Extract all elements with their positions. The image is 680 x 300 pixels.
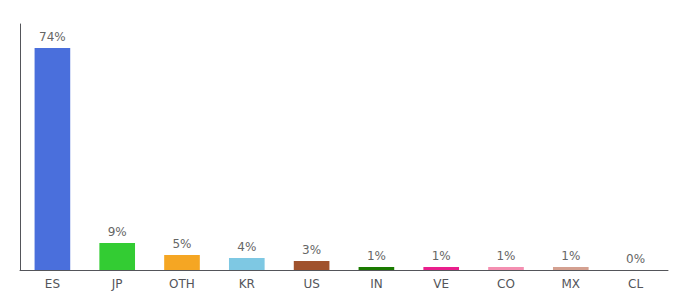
svg-text:9%: 9% [108, 225, 127, 239]
svg-text:5%: 5% [172, 237, 191, 251]
svg-text:ES: ES [45, 277, 60, 291]
svg-text:MX: MX [562, 277, 581, 291]
svg-text:OTH: OTH [169, 277, 195, 291]
svg-text:1%: 1% [496, 249, 515, 263]
svg-text:CL: CL [628, 277, 643, 291]
svg-text:4%: 4% [237, 240, 256, 254]
svg-text:JP: JP [111, 277, 123, 291]
svg-text:1%: 1% [367, 249, 386, 263]
svg-text:3%: 3% [302, 243, 321, 257]
svg-text:VE: VE [433, 277, 449, 291]
svg-text:1%: 1% [561, 249, 580, 263]
svg-text:1%: 1% [432, 249, 451, 263]
svg-text:CO: CO [497, 277, 515, 291]
svg-text:US: US [303, 277, 319, 291]
svg-text:74%: 74% [39, 30, 66, 44]
svg-text:KR: KR [239, 277, 255, 291]
svg-text:IN: IN [370, 277, 383, 291]
svg-text:0%: 0% [626, 252, 645, 266]
